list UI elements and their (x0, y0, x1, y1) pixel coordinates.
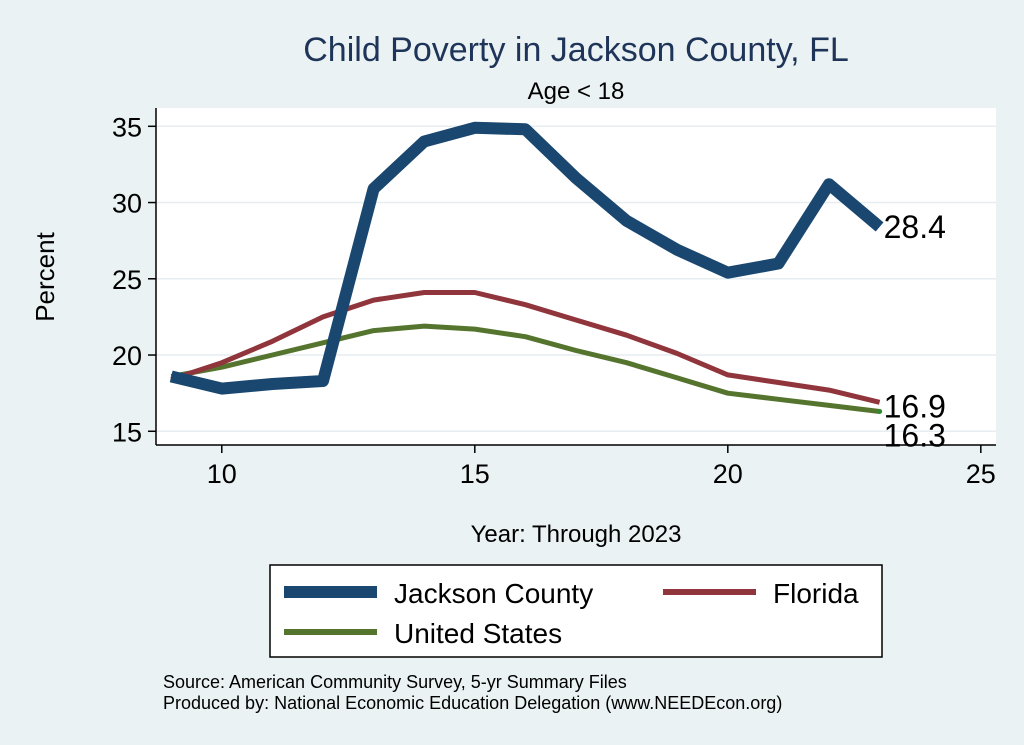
x-axis-ticks: 10 15 20 25 (207, 445, 996, 489)
plot-area (156, 108, 996, 445)
x-tick-label-15: 15 (460, 459, 490, 489)
series-line-florida (170, 290, 881, 405)
y-tick-label-25: 25 (112, 265, 142, 295)
end-label-florida: 16.9 (884, 388, 946, 424)
series-line-jackson-county (169, 121, 884, 395)
legend: Jackson County Florida United States (269, 564, 883, 658)
legend-label-florida: Florida (773, 578, 859, 609)
series-line-united-states (170, 323, 880, 414)
producer-note: Produced by: National Economic Education… (163, 693, 782, 713)
source-note: Source: American Community Survey, 5-yr … (163, 672, 627, 692)
y-tick-label-20: 20 (112, 341, 142, 371)
end-label-jackson-county: 28.4 (884, 209, 946, 245)
y-axis-ticks: 15 20 25 30 35 (112, 112, 156, 447)
y-axis-label: Percent (30, 231, 60, 321)
series-lines (169, 121, 884, 414)
end-marker-united-states (877, 408, 883, 414)
end-label-united-states: 16.3 (884, 417, 946, 453)
legend-label-united-states: United States (394, 618, 562, 649)
chart-title: Child Poverty in Jackson County, FL (303, 31, 849, 69)
y-tick-label-15: 15 (112, 417, 142, 447)
x-tick-label-20: 20 (713, 459, 743, 489)
x-tick-label-25: 25 (966, 459, 996, 489)
legend-label-jackson-county: Jackson County (394, 578, 593, 609)
end-labels: 28.4 16.916.3 (877, 209, 946, 453)
y-tick-label-35: 35 (112, 112, 142, 142)
x-tick-label-10: 10 (207, 459, 237, 489)
legend-box (269, 564, 883, 658)
chart-subtitle: Age < 18 (528, 78, 625, 105)
x-axis-label: Year: Through 2023 (471, 521, 682, 548)
y-tick-label-30: 30 (112, 189, 142, 219)
